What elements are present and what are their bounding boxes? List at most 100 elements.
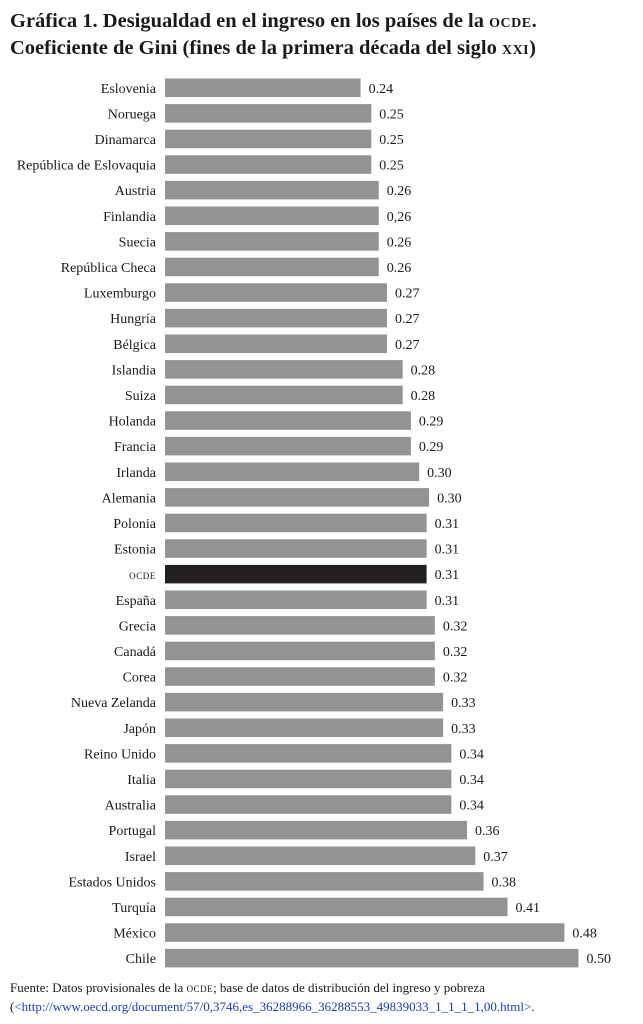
bar-holanda [165,411,411,430]
category-label-reino-unido: Reino Unido [84,747,156,762]
category-label-luxemburgo: Luxemburgo [84,287,156,302]
category-label-austria: Austria [115,184,157,199]
bar-canada [165,641,435,661]
value-label-canada: 0.32 [443,645,468,660]
value-label-estados-unidos: 0.38 [492,875,517,890]
bar-irlanda [165,462,420,481]
source-end: . [531,999,535,1014]
bar-republica-checa [165,257,379,277]
value-label-islandia: 0.28 [411,363,436,378]
value-label-portugal: 0.36 [475,824,500,839]
category-label-estonia: Estonia [114,543,157,558]
chart-title: Gráfica 1. Desigualdad en el ingreso en … [10,8,635,62]
bar-austria [165,180,379,200]
bar-finlandia [165,206,379,225]
bar-nueva-zelanda [165,692,444,712]
bar-ocde [165,564,427,584]
bar-espana [165,590,427,609]
bar-japon [165,718,444,737]
value-label-dinamarca: 0.25 [379,133,404,148]
value-label-reino-unido: 0.34 [459,747,484,762]
value-label-australia: 0.34 [459,799,484,814]
bar-corea [165,667,435,686]
chart-title-line-1: Gráfica 1. Desigualdad en el ingreso en … [10,8,635,35]
value-label-suecia: 0.26 [387,235,412,250]
category-label-polonia: Polonia [113,517,157,532]
value-label-finlandia: 0,26 [387,210,412,225]
value-label-suiza: 0.28 [411,389,436,404]
bar-estados-unidos [165,872,484,891]
category-label-belgica: Bélgica [113,338,157,353]
category-label-irlanda: Irlanda [116,466,156,481]
category-label-australia: Australia [105,799,157,814]
value-label-espana: 0.31 [435,594,460,609]
value-label-japon: 0.33 [451,722,476,737]
category-label-estados-unidos: Estados Unidos [69,875,157,890]
category-label-holanda: Holanda [109,415,157,430]
category-label-noruega: Noruega [108,107,157,122]
source-text: Fuente: Datos provisionales de la [10,980,187,995]
chart-title-line-1-end: . [531,10,537,32]
category-label-italia: Italia [127,773,157,788]
value-label-mexico: 0.48 [572,927,597,942]
bar-alemania [165,488,430,507]
bar-israel [165,846,476,865]
value-label-ocde: 0.31 [435,568,460,583]
value-label-turquia: 0.41 [515,901,540,916]
bar-estonia [165,539,427,558]
chart-title-line-2-end: ) [529,37,536,59]
bar-portugal [165,820,468,840]
category-label-republica-de-eslovaquia: República de Eslovaquia [17,159,157,174]
category-label-japon: Japón [123,722,156,737]
category-label-corea: Corea [123,671,157,686]
category-label-francia: Francia [114,440,157,455]
bar-suiza [165,385,403,405]
bar-suecia [165,232,379,251]
bar-polonia [165,513,427,533]
bar-hungria [165,308,387,328]
value-label-israel: 0.37 [483,850,508,865]
category-label-ocde: ocde [129,567,156,582]
bar-republica-de-eslovaquia [165,155,372,174]
value-label-irlanda: 0.30 [427,466,452,481]
source-link[interactable]: <http://www.oecd.org/document/57/0,3746,… [14,999,532,1014]
value-label-estonia: 0.31 [435,543,460,558]
category-label-turquia: Turquía [112,901,157,916]
value-label-grecia: 0.32 [443,619,468,634]
bar-belgica [165,334,387,353]
value-label-francia: 0.29 [419,440,444,455]
bar-series: Eslovenia 0.24 Noruega 0.25 Dinamarca 0.25 Rep… [17,78,611,968]
source-text-after: ; base de datos de distribución del ingr… [10,980,485,1014]
bar-islandia [165,360,403,379]
bar-chile [165,948,579,968]
bar-luxemburgo [165,283,387,302]
source-note: Fuente: Datos provisionales de la OCDE; … [10,978,636,1016]
value-label-republica-checa: 0.26 [387,261,412,276]
category-label-islandia: Islandia [112,363,157,378]
category-label-hungria: Hungría [110,312,157,327]
value-label-hungria: 0.27 [395,312,420,327]
value-label-corea: 0.32 [443,671,468,686]
category-label-republica-checa: República Checa [61,261,157,276]
chart-title-line-1-text: Gráfica 1. Desigualdad en el ingreso en … [10,10,490,32]
value-label-holanda: 0.29 [419,415,444,430]
gini-bar-chart: Eslovenia 0.24 Noruega 0.25 Dinamarca 0.25 Rep… [17,78,611,968]
category-label-alemania: Alemania [102,491,157,506]
value-label-chile: 0.50 [586,952,611,967]
category-label-suecia: Suecia [119,235,157,250]
bar-dinamarca [165,129,372,149]
category-label-portugal: Portugal [109,824,157,839]
bar-grecia [165,616,435,635]
value-label-noruega: 0.25 [379,107,404,122]
category-label-israel: Israel [125,850,156,865]
bar-reino-unido [165,744,452,763]
category-label-finlandia: Finlandia [103,210,157,225]
bar-francia [165,436,411,456]
category-label-dinamarca: Dinamarca [95,133,157,148]
value-label-austria: 0.26 [387,184,412,199]
value-label-luxemburgo: 0.27 [395,287,420,302]
chart-title-century: XXI [501,37,530,59]
category-label-chile: Chile [126,952,156,967]
chart-title-line-2: Coeficiente de Gini (fines de la primera… [10,35,635,62]
bar-italia [165,769,452,789]
